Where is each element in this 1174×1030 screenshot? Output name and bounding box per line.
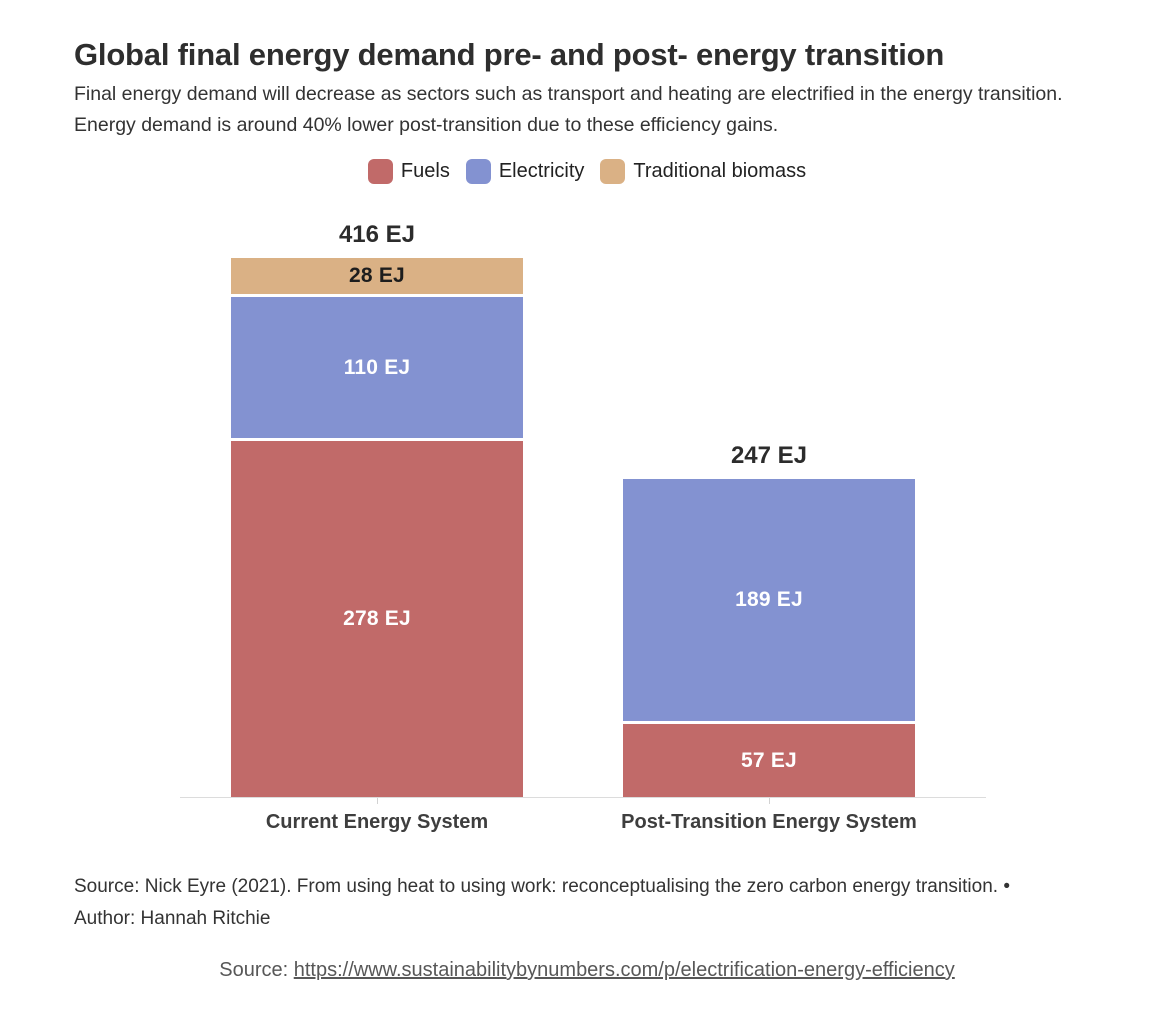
- bottom-source-prefix: Source:: [219, 959, 294, 981]
- bar-total-label: 416 EJ: [338, 221, 416, 248]
- axis-tick: [769, 798, 770, 804]
- bar-segment: 278 EJ: [231, 441, 523, 797]
- segment-value-label: 110 EJ: [343, 355, 411, 379]
- axis-tick: [377, 798, 378, 804]
- legend-label-electricity: Electricity: [498, 160, 585, 182]
- stacked-bar: 28 EJ 110 EJ 278 EJ 416 EJ: [231, 221, 523, 797]
- legend-label-fuels: Fuels: [400, 160, 450, 182]
- bar-total-label: 247 EJ: [730, 442, 808, 469]
- segment-value-label: 28 EJ: [349, 264, 405, 287]
- legend-item-fuels: Fuels: [367, 159, 450, 184]
- electricity-swatch-icon: [465, 159, 491, 184]
- legend: Fuels Electricity Traditional biomass: [0, 159, 1174, 184]
- segment-value-label: 189 EJ: [735, 588, 803, 611]
- chart-subtitle: Final energy demand will decrease as sec…: [74, 83, 1063, 136]
- chart-title: Global final energy demand pre- and post…: [74, 37, 945, 72]
- author-line: Author: Hannah Ritchie: [74, 908, 271, 929]
- bar-segment: 28 EJ: [231, 258, 523, 294]
- bottom-source-link[interactable]: https://www.sustainabilitybynumbers.com/…: [293, 959, 955, 981]
- source-note: Source: Nick Eyre (2021). From using hea…: [74, 871, 1094, 935]
- segment-value-label: 57 EJ: [741, 748, 797, 772]
- legend-label-traditional-biomass: Traditional biomass: [633, 160, 807, 182]
- source-line: Source: Nick Eyre (2021). From using hea…: [74, 876, 1011, 897]
- bar-segment: 57 EJ: [623, 724, 915, 797]
- bottom-source-line: Source: https://www.sustainabilitybynumb…: [0, 959, 1174, 982]
- x-axis-label: Current Energy System: [265, 811, 489, 833]
- segment-value-label: 278 EJ: [343, 607, 411, 630]
- x-axis-baseline: [180, 797, 986, 798]
- traditional-biomass-swatch-icon: [600, 159, 626, 184]
- legend-item-traditional-biomass: Traditional biomass: [600, 159, 806, 184]
- x-axis-label: Post-Transition Energy System: [621, 811, 917, 833]
- bar-segment: 110 EJ: [231, 297, 523, 438]
- legend-item-electricity: Electricity: [465, 159, 585, 184]
- fuels-swatch-icon: [367, 159, 393, 184]
- stacked-bar: 189 EJ 57 EJ 247 EJ: [623, 442, 915, 797]
- bar-segment: 189 EJ: [623, 479, 915, 721]
